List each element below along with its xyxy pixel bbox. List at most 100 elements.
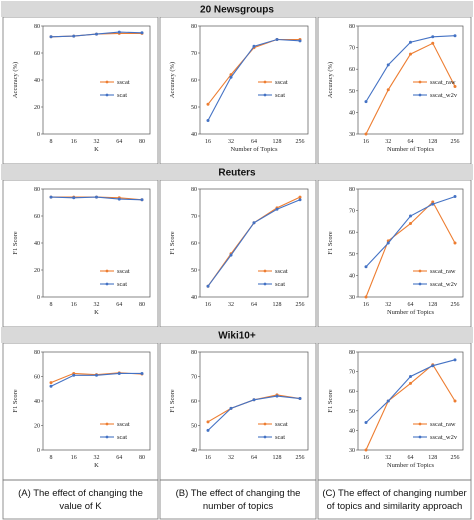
chart-panel: 30 40 50 60 70 80 16 32 64 128 256 Number of Topics… <box>327 24 464 153</box>
x-tick-label: 16 <box>363 302 369 308</box>
chart-panel: 40 50 60 70 80 16 32 64 128 256 F1 Score sscat scat <box>169 187 309 308</box>
data-point <box>95 195 98 199</box>
data-point <box>453 399 457 403</box>
data-point <box>117 371 121 375</box>
y-tick-label: 70 <box>191 214 197 220</box>
panel-border <box>159 342 317 481</box>
data-point <box>298 195 302 199</box>
y-axis-label: Accuracy (%) <box>327 62 334 98</box>
y-tick-label: 70 <box>349 370 355 376</box>
data-point <box>140 31 144 35</box>
data-point <box>49 195 53 199</box>
y-axis-label: F1 Score <box>12 389 19 412</box>
y-tick-label: 60 <box>349 389 355 395</box>
y-tick-label: 50 <box>349 409 355 415</box>
panel-border <box>2 16 159 165</box>
section-title: Reuters <box>218 168 256 179</box>
grid-frame <box>2 16 472 520</box>
legend-marker <box>105 80 109 84</box>
legend-marker <box>263 282 267 286</box>
x-tick-label: 80 <box>139 455 145 461</box>
data-point <box>206 420 210 424</box>
caption-line: (C) The effect of changing number <box>322 488 466 499</box>
data-point <box>298 198 302 202</box>
plot-frame <box>42 351 151 451</box>
panel-border <box>2 179 159 328</box>
caption-line: number of topics <box>203 501 273 512</box>
chart-panel: 30 40 50 60 70 80 16 32 64 128 256 Number of Topics… <box>327 350 464 469</box>
caption-line: (A) The effect of changing the <box>18 488 143 499</box>
legend-marker <box>418 93 422 97</box>
data-point <box>72 373 76 377</box>
y-tick-label: 40 <box>34 241 40 247</box>
section-title: 20 Newsgroups <box>200 5 274 16</box>
x-tick-label: 16 <box>71 455 77 461</box>
legend-label: sscat_w2v <box>430 434 458 441</box>
caption-border <box>2 479 159 520</box>
legend-marker <box>105 422 109 426</box>
section-band <box>1 327 473 343</box>
data-point <box>386 88 390 92</box>
y-tick-label: 30 <box>349 295 355 301</box>
y-tick-label: 60 <box>349 230 355 236</box>
y-tick-label: 20 <box>34 105 40 111</box>
plot-frame <box>199 188 309 298</box>
data-point <box>431 41 435 45</box>
data-point <box>364 132 368 136</box>
x-tick-label: 128 <box>273 455 282 461</box>
x-tick-label: 256 <box>451 455 460 461</box>
x-tick-label: 32 <box>94 455 100 461</box>
data-point <box>409 381 412 385</box>
x-tick-label: 128 <box>428 302 437 308</box>
data-point <box>431 364 435 368</box>
data-point <box>431 200 435 204</box>
x-tick-label: 128 <box>273 302 282 308</box>
y-tick-label: 80 <box>191 187 197 193</box>
data-point <box>364 100 368 104</box>
data-point <box>364 295 368 299</box>
y-tick-label: 0 <box>37 295 40 301</box>
data-point <box>252 44 256 48</box>
x-tick-label: 16 <box>71 139 77 145</box>
caption-line: of topics and similarity approach <box>327 501 463 512</box>
x-tick-label: 128 <box>273 139 282 145</box>
x-tick-label: 256 <box>451 139 460 145</box>
data-point <box>298 39 302 43</box>
y-tick-label: 20 <box>34 268 40 274</box>
x-tick-label: 64 <box>251 139 257 145</box>
x-tick-label: 32 <box>385 302 391 308</box>
y-tick-label: 80 <box>349 350 355 356</box>
y-tick-label: 80 <box>191 350 197 356</box>
section-band <box>1 1 473 17</box>
x-axis-label: Number of Topics <box>387 309 435 316</box>
y-tick-label: 40 <box>34 399 40 405</box>
x-tick-label: 16 <box>205 455 211 461</box>
legend-label: scat <box>275 281 285 288</box>
data-point <box>140 371 144 375</box>
data-point <box>117 197 121 201</box>
legend-label: sscat <box>117 421 130 428</box>
y-tick-label: 30 <box>349 448 355 454</box>
plot-frame <box>357 351 464 451</box>
data-point <box>453 34 457 38</box>
x-tick-label: 64 <box>116 455 122 461</box>
y-tick-label: 60 <box>349 67 355 73</box>
y-axis-label: F1 Score <box>169 231 176 254</box>
section-title: Wiki10+ <box>218 331 256 342</box>
panel-border <box>2 342 159 481</box>
y-tick-label: 80 <box>34 350 40 356</box>
x-tick-label: 256 <box>451 302 460 308</box>
legend-marker <box>418 282 422 286</box>
y-axis-label: Accuracy (%) <box>12 62 19 98</box>
y-axis-label: F1 Score <box>169 389 176 412</box>
y-tick-label: 80 <box>349 187 355 193</box>
legend-label: sscat_raw <box>430 268 456 275</box>
y-tick-label: 40 <box>191 295 197 301</box>
legend-marker <box>418 435 422 439</box>
y-tick-label: 40 <box>349 110 355 116</box>
y-axis-label: F1 Score <box>327 231 334 254</box>
caption-border <box>159 479 317 520</box>
data-point <box>386 63 390 67</box>
legend-marker <box>105 269 109 273</box>
